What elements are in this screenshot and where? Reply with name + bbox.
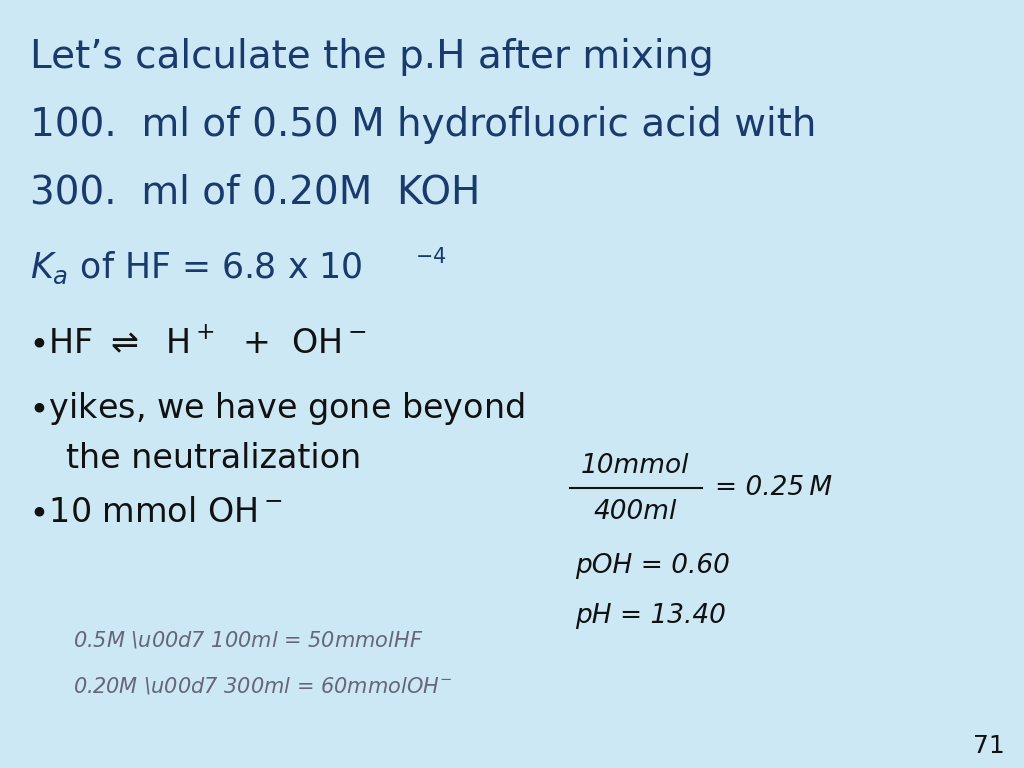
Text: $^{-4}$: $^{-4}$ — [415, 249, 446, 278]
Text: 300.  ml of 0.20M  KOH: 300. ml of 0.20M KOH — [30, 174, 480, 212]
Text: 400ml: 400ml — [593, 499, 677, 525]
Text: 0.5$M$ \u00d7 100$ml$ = 50$mmolHF$: 0.5$M$ \u00d7 100$ml$ = 50$mmolHF$ — [73, 630, 423, 651]
Text: $\bullet$HF $\rightleftharpoons$  H$^+$  +  OH$^-$: $\bullet$HF $\rightleftharpoons$ H$^+$ +… — [28, 328, 367, 361]
Text: pOH = 0.60: pOH = 0.60 — [575, 553, 730, 579]
Text: $\bullet$yikes, we have gone beyond: $\bullet$yikes, we have gone beyond — [28, 390, 524, 427]
Text: 0.20$M$ \u00d7 300$ml$ = 60$mmolOH^{-}$: 0.20$M$ \u00d7 300$ml$ = 60$mmolOH^{-}$ — [73, 676, 453, 697]
Text: = 0.25 M: = 0.25 M — [715, 475, 833, 501]
Text: 71: 71 — [973, 734, 1005, 758]
Text: pH = 13.40: pH = 13.40 — [575, 603, 726, 629]
Text: 10mmol: 10mmol — [581, 453, 689, 479]
Text: Let’s calculate the p.H after mixing: Let’s calculate the p.H after mixing — [30, 38, 714, 76]
Text: the neutralization: the neutralization — [66, 442, 361, 475]
Text: 100.  ml of 0.50 M hydrofluoric acid with: 100. ml of 0.50 M hydrofluoric acid with — [30, 106, 816, 144]
Text: $\mathit{K}_a$ of HF = 6.8 x 10: $\mathit{K}_a$ of HF = 6.8 x 10 — [30, 250, 362, 286]
Text: $\bullet$10 mmol OH$^-$: $\bullet$10 mmol OH$^-$ — [28, 496, 283, 529]
